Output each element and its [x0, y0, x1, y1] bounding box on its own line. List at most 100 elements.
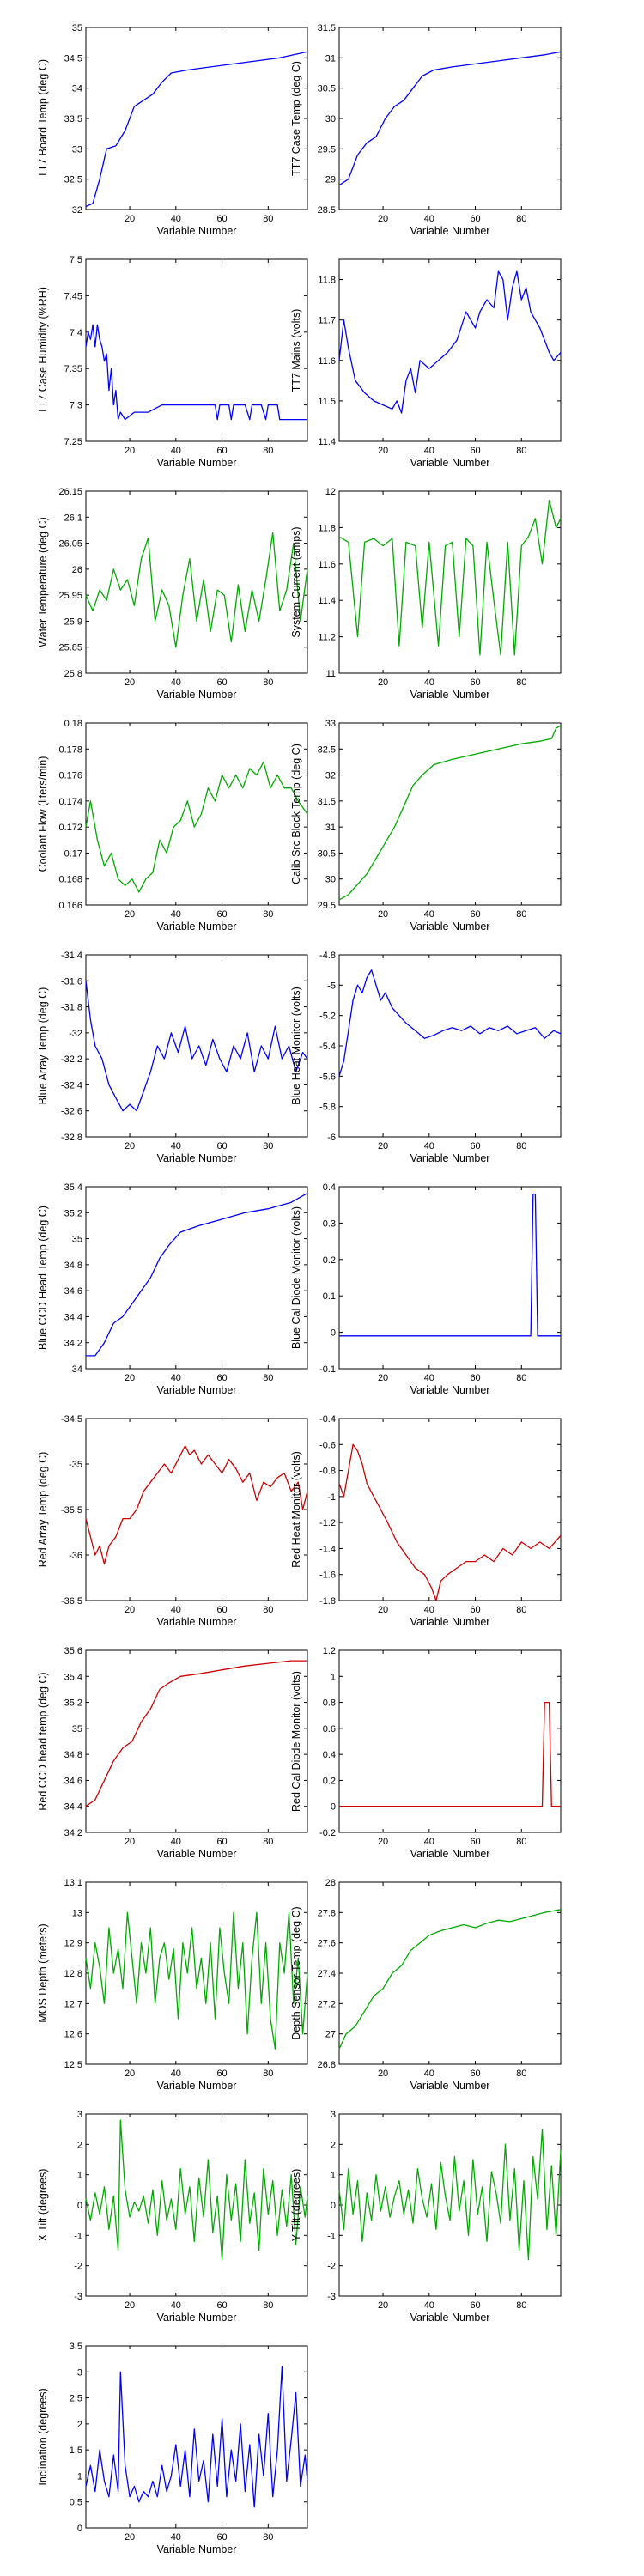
chart-panel: 20 40 60 80 -3 -2 -1 0 1 2 3 Variable Number Y Tilt …: [290, 2110, 562, 2324]
x-tick-label: 20: [125, 2532, 135, 2543]
y-tick-label: 11.8: [318, 276, 336, 286]
x-tick-label: 80: [516, 909, 526, 920]
x-tick-label: 80: [263, 677, 273, 688]
plot-frame: [85, 954, 308, 1138]
y-axis-label: Depth Sensor Temp (deg C): [290, 1906, 302, 2039]
x-tick-label: 40: [424, 2300, 434, 2311]
chart-panel: 20 40 60 80 11 11.2 11.4 11.6 11.8 12 Variable Num…: [290, 487, 562, 701]
chart-panel: 20 40 60 80 32 32.5 33 33.5 34 34.5 35 Variable Num…: [37, 23, 308, 237]
y-tick-label: 0.2: [323, 1776, 336, 1786]
y-tick-label: 11.2: [318, 633, 336, 643]
y-tick-label: 12.7: [64, 1999, 82, 2009]
y-tick-label: 0.168: [58, 875, 82, 885]
x-tick-label: 20: [378, 909, 388, 920]
y-tick-label: 7.5: [70, 255, 82, 265]
y-tick-label: -31.4: [61, 951, 82, 961]
y-tick-label: 25.85: [58, 643, 82, 653]
x-axis-label: Variable Number: [157, 1152, 237, 1164]
y-tick-label: -2: [327, 2262, 336, 2272]
series-line: [85, 2119, 308, 2261]
x-axis-label: Variable Number: [157, 920, 237, 933]
x-tick-label: 20: [125, 2069, 135, 2079]
y-tick-label: -1: [74, 2231, 82, 2241]
plot-frame: [338, 722, 562, 906]
y-tick-label: 27.8: [318, 1908, 336, 1918]
x-tick-label: 60: [470, 1837, 480, 1847]
y-tick-label: -5: [327, 981, 336, 991]
y-tick-label: 34: [72, 1364, 82, 1375]
y-tick-label: 35: [72, 23, 82, 33]
y-tick-label: 34.5: [64, 53, 82, 64]
x-axis-label: Variable Number: [410, 1384, 490, 1396]
y-tick-label: -1.8: [319, 1596, 336, 1607]
x-tick-label: 80: [516, 2300, 526, 2311]
y-tick-label: 30: [325, 875, 336, 885]
y-tick-label: 11.6: [318, 356, 336, 367]
y-tick-label: 12.8: [64, 1969, 82, 1979]
series-line: [85, 324, 307, 421]
y-tick-label: 26: [72, 565, 82, 575]
y-tick-label: 11: [326, 669, 336, 679]
y-tick-label: -32: [69, 1029, 82, 1039]
y-tick-label: 7.45: [64, 291, 82, 301]
x-tick-label: 20: [125, 1837, 135, 1847]
series-line: [85, 51, 308, 208]
y-tick-label: 34.6: [64, 1286, 82, 1297]
y-tick-label: 1: [331, 2171, 336, 2181]
x-tick-label: 60: [470, 2069, 480, 2079]
x-tick-label: 40: [171, 214, 181, 224]
x-tick-label: 60: [470, 2300, 480, 2311]
chart-panel: 20 40 60 80 7.25 7.3 7.35 7.4 7.45 7.5 Variable Nu…: [37, 255, 308, 469]
plot-frame: [338, 1418, 562, 1601]
y-tick-label: 0: [77, 2201, 82, 2211]
chart-panel: 20 40 60 80 -3 -2 -1 0 1 2 3 Variable Number X Tilt …: [37, 2110, 308, 2324]
y-tick-label: 13: [72, 1908, 82, 1918]
y-tick-label: 3: [77, 2110, 82, 2120]
y-tick-label: 33.5: [64, 114, 82, 125]
y-axis-label: Blue Heat Monitor (volts): [290, 987, 302, 1105]
y-tick-label: -6: [327, 1133, 336, 1143]
y-tick-label: 26.8: [318, 2060, 336, 2070]
plot-frame: [338, 2113, 562, 2297]
plot-frame: [85, 1186, 308, 1370]
y-tick-label: 34.2: [64, 1339, 82, 1349]
plot-frame: [85, 1649, 308, 1833]
x-axis-label: Variable Number: [157, 689, 237, 701]
series-line: [338, 499, 562, 656]
series-line: [338, 1443, 562, 1601]
y-tick-label: 12.5: [64, 2060, 82, 2070]
plot-frame: [338, 490, 562, 674]
x-tick-label: 20: [378, 1837, 388, 1847]
chart-panel: 20 40 60 80 0.166 0.168 0.17 0.172 0.174 0.176 0.1…: [37, 719, 308, 933]
x-tick-label: 80: [516, 1837, 526, 1847]
y-tick-label: -1.4: [319, 1544, 336, 1554]
series-line: [85, 2366, 308, 2508]
y-axis-label: Coolant Flow (liters/min): [37, 756, 49, 872]
y-tick-label: 35.4: [64, 1182, 82, 1193]
x-tick-label: 40: [171, 677, 181, 688]
y-tick-label: 7.3: [70, 401, 82, 411]
x-tick-label: 40: [424, 909, 434, 920]
y-tick-label: -3: [74, 2292, 82, 2302]
x-axis-label: Variable Number: [410, 920, 490, 933]
y-tick-label: 0.4: [323, 1182, 336, 1193]
y-tick-label: 32.5: [64, 175, 82, 185]
x-tick-label: 40: [424, 1605, 434, 1615]
x-tick-label: 40: [171, 1373, 181, 1383]
y-tick-label: 0: [331, 1802, 336, 1813]
x-tick-label: 20: [378, 1605, 388, 1615]
y-tick-label: 0.176: [58, 771, 82, 781]
y-tick-label: 11.5: [318, 397, 336, 407]
y-tick-label: 11.4: [318, 596, 336, 606]
y-tick-label: 32: [325, 771, 336, 781]
y-tick-label: -5.4: [319, 1042, 336, 1052]
y-axis-label: Red Cal Diode Monitor (volts): [290, 1671, 302, 1812]
x-tick-label: 20: [125, 909, 135, 920]
y-tick-label: 31.5: [318, 797, 336, 807]
x-tick-label: 60: [470, 909, 480, 920]
x-tick-label: 60: [216, 1141, 227, 1151]
chart-panel: 20 40 60 80 -0.2 0 0.2 0.4 0.6 0.8 1 1.2 Variable Nu…: [290, 1646, 562, 1860]
x-tick-label: 40: [171, 909, 181, 920]
y-axis-label: Calib Src Block Temp (deg C): [290, 744, 302, 884]
chart-panel: 20 40 60 80 29.5 30 30.5 31 31.5 32 32.5 33 Variable…: [290, 719, 562, 933]
